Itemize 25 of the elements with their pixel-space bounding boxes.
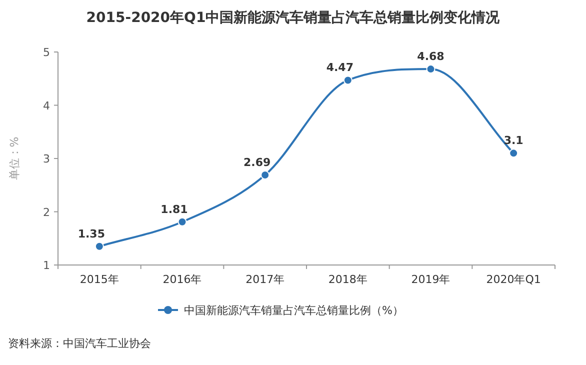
point <box>178 217 187 226</box>
chart-title: 2015-2020年Q1中国新能源汽车销量占汽车总销量比例变化情况 <box>86 9 501 26</box>
data-label: 2.69 <box>244 156 271 170</box>
x-tick-label: 2018年 <box>328 273 368 286</box>
y-axis-title: 单位：% <box>8 136 21 180</box>
y-tick-label: 1 <box>43 259 50 272</box>
data-label: 3.1 <box>504 134 524 148</box>
data-label: 1.35 <box>78 227 105 240</box>
legend-label: 中国新能源汽车销量占汽车总销量比例（%） <box>184 304 404 317</box>
x-tick-label: 2015年 <box>80 273 119 286</box>
y-tick-label: 5 <box>43 46 50 59</box>
x-tick-label: 2019年 <box>411 273 450 286</box>
point <box>94 242 104 251</box>
x-tick-label: 2020年Q1 <box>486 273 541 286</box>
y-tick-label: 4 <box>43 99 50 112</box>
x-tick-label: 2016年 <box>162 273 202 286</box>
data-label: 1.81 <box>160 202 188 216</box>
text: 资料来源：中国汽车工业协会 <box>8 337 151 350</box>
data-label: 4.47 <box>326 61 354 74</box>
x-tick-label: 2017年 <box>246 273 285 286</box>
y-tick-label: 3 <box>43 152 50 166</box>
point <box>343 76 352 85</box>
data-label: 4.68 <box>417 50 444 64</box>
y-tick-label: 2 <box>43 206 50 219</box>
point <box>509 148 518 158</box>
